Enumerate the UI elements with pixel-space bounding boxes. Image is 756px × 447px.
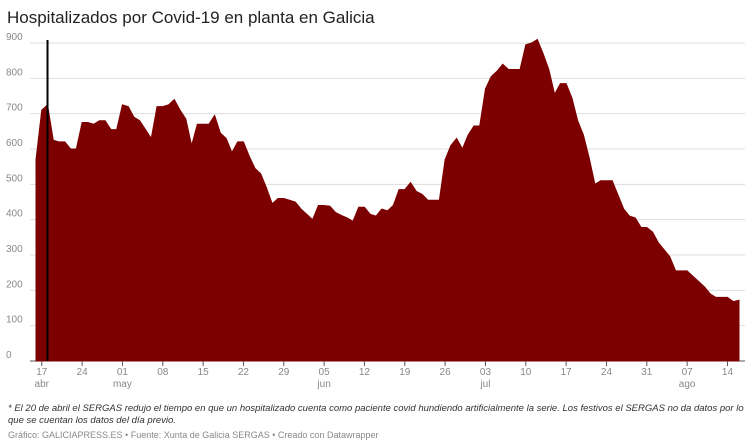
y-tick-label: 100 [6,315,23,326]
y-tick-label: 500 [6,173,23,184]
area [35,38,740,362]
x-tick-label: 12 [359,367,371,378]
x-tick-label: 08 [157,367,169,378]
x-tick-label: 05 [319,367,331,378]
y-tick-label: 900 [6,32,23,43]
x-tick-label: 01 [117,367,129,378]
x-tick-label: 24 [601,367,613,378]
x-month-label: ago [679,379,696,390]
x-tick-label: 29 [278,367,290,378]
x-tick-label: 22 [238,367,250,378]
y-tick-label: 300 [6,244,23,255]
x-tick-label: 17 [36,367,48,378]
x-tick-label: 31 [641,367,653,378]
chart-title: Hospitalizados por Covid-19 en planta en… [7,8,375,27]
y-tick-label: 400 [6,209,23,220]
y-tick-label: 800 [6,67,23,78]
x-tick-label: 26 [440,367,452,378]
y-tick-label: 700 [6,103,23,114]
x-tick-label: 17 [561,367,573,378]
y-tick-label: 600 [6,138,23,149]
y-tick-label: 200 [6,279,23,290]
x-tick-label: 15 [198,367,210,378]
chart: Hospitalizados por Covid-19 en planta en… [6,8,745,390]
x-tick-label: 19 [399,367,411,378]
x-tick-label: 24 [77,367,89,378]
x-month-label: abr [35,379,50,390]
y-tick-label: 0 [6,350,12,361]
credits: Gráfico: GALICIAPRESS.ES • Fuente: Xunta… [8,430,379,440]
x-tick-label: 14 [722,367,734,378]
x-tick-label: 03 [480,367,492,378]
x-tick-label: 07 [682,367,694,378]
footnote: * El 20 de abril el SERGAS redujo el tie… [8,403,744,426]
x-month-label: jun [316,379,330,390]
x-month-label: may [113,379,132,390]
x-tick-label: 10 [520,367,532,378]
x-month-label: jul [479,379,490,390]
